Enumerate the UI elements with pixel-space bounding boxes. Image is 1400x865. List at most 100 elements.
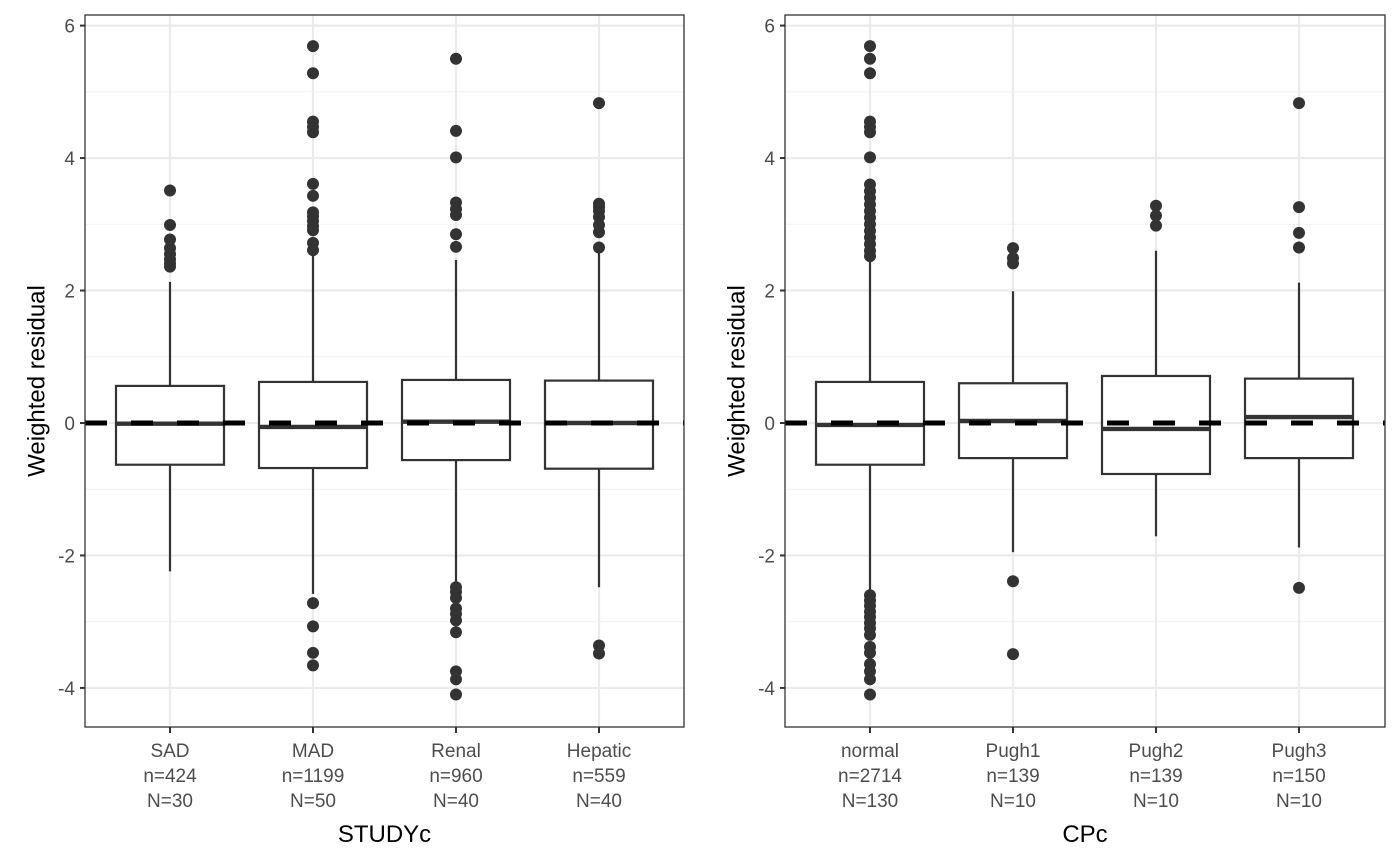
outlier-point bbox=[593, 97, 605, 110]
x-tick-label-n-label: N=30 bbox=[147, 791, 193, 812]
outlier-point bbox=[1007, 648, 1019, 661]
outlier-point bbox=[450, 228, 462, 241]
y-tick-label: 0 bbox=[764, 414, 775, 435]
box-normal bbox=[814, 40, 926, 701]
x-tick-label-label: SAD bbox=[150, 741, 189, 762]
x-tick-label-n-label: n=1199 bbox=[282, 766, 345, 787]
y-tick-label: 4 bbox=[764, 149, 775, 170]
outlier-point bbox=[864, 67, 876, 80]
outlier-point bbox=[450, 688, 462, 701]
outlier-point bbox=[307, 224, 319, 237]
x-tick-label-n-label: N=130 bbox=[842, 791, 899, 812]
outlier-point bbox=[864, 688, 876, 701]
outlier-point bbox=[864, 52, 876, 65]
outlier-point bbox=[1293, 581, 1305, 594]
outlier-point bbox=[307, 177, 319, 190]
y-tick-label: 2 bbox=[64, 282, 75, 303]
y-tick-label: -4 bbox=[758, 679, 775, 700]
outlier-point bbox=[307, 597, 319, 610]
x-tick-label-n-label: n=2714 bbox=[838, 766, 902, 787]
outlier-point bbox=[307, 620, 319, 633]
x-tick-label-label: Pugh2 bbox=[1129, 741, 1184, 762]
x-tick-label-n-label: N=40 bbox=[576, 791, 622, 812]
outlier-point bbox=[864, 673, 876, 686]
outlier-point bbox=[307, 40, 319, 53]
outlier-point bbox=[1293, 97, 1305, 110]
outlier-point bbox=[450, 673, 462, 686]
x-tick-label-n-label: N=10 bbox=[1276, 791, 1322, 812]
outlier-point bbox=[450, 626, 462, 639]
outlier-point bbox=[450, 209, 462, 222]
outlier-point bbox=[450, 614, 462, 627]
panel-cpc: -4 -2 0 2 4 6 normal n=2714 N=130 Pugh1 n=139 N=10… bbox=[723, 14, 1386, 848]
outlier-point bbox=[307, 126, 319, 139]
x-tick-label-n-label: N=40 bbox=[433, 791, 479, 812]
grid-lines bbox=[85, 15, 684, 727]
outlier-point bbox=[864, 250, 876, 263]
outlier-point bbox=[864, 126, 876, 139]
outlier-point bbox=[593, 241, 605, 254]
x-tick-label-n-label: n=424 bbox=[143, 766, 197, 787]
box-renal bbox=[400, 52, 512, 701]
outlier-point bbox=[1293, 201, 1305, 214]
x-tick-label-label: Pugh1 bbox=[986, 741, 1041, 762]
panel-border bbox=[84, 14, 685, 728]
y-axis-ticks: -4 -2 0 2 4 6 bbox=[58, 17, 85, 700]
outlier-point bbox=[593, 647, 605, 660]
y-tick-label: 6 bbox=[764, 17, 775, 38]
outlier-point bbox=[1150, 219, 1162, 232]
outlier-point bbox=[1007, 575, 1019, 588]
x-tick-label-n-label: N=10 bbox=[1133, 791, 1179, 812]
outlier-point bbox=[450, 591, 462, 604]
outlier-point bbox=[164, 184, 176, 197]
x-axis-title: STUDYc bbox=[338, 821, 431, 848]
outlier-point bbox=[164, 233, 176, 246]
y-axis-title: Weighted residual bbox=[23, 285, 50, 477]
x-tick-label-label: Renal bbox=[431, 741, 481, 762]
outlier-point bbox=[864, 646, 876, 659]
outlier-point bbox=[450, 52, 462, 65]
box-sad bbox=[114, 184, 226, 572]
outlier-point bbox=[593, 226, 605, 239]
outlier-point bbox=[164, 260, 176, 273]
outlier-point bbox=[450, 151, 462, 164]
y-axis-ticks: -4 -2 0 2 4 6 bbox=[758, 17, 785, 700]
outlier-point bbox=[164, 218, 176, 231]
outlier-point bbox=[1007, 257, 1019, 270]
outlier-point bbox=[1007, 242, 1019, 255]
y-tick-label: 6 bbox=[64, 17, 75, 38]
outlier-point bbox=[450, 240, 462, 253]
y-tick-label: 0 bbox=[64, 414, 75, 435]
x-tick-label-n-label: N=10 bbox=[990, 791, 1036, 812]
x-axis-ticks: normal n=2714 N=130 Pugh1 n=139 N=10 Pugh2 n=13… bbox=[838, 727, 1326, 812]
panel-studyc: -4 -2 0 2 4 6 SAD n=424 N=30 MAD n=1199 N=50 Renal n… bbox=[23, 14, 685, 848]
outlier-point bbox=[307, 659, 319, 672]
outlier-point bbox=[450, 124, 462, 137]
outlier-point bbox=[307, 244, 319, 257]
y-tick-label: -4 bbox=[58, 679, 75, 700]
outlier-point bbox=[307, 646, 319, 659]
outlier-point bbox=[1293, 226, 1305, 239]
x-tick-label-n-label: n=139 bbox=[986, 766, 1039, 787]
outlier-point bbox=[864, 40, 876, 53]
x-axis-ticks: SAD n=424 N=30 MAD n=1199 N=50 Renal n=960 N=40 H… bbox=[143, 727, 631, 812]
y-tick-label: -2 bbox=[758, 546, 775, 567]
outlier-point bbox=[307, 67, 319, 80]
x-tick-label-label: Hepatic bbox=[567, 741, 631, 762]
boxes-group bbox=[114, 40, 655, 701]
y-tick-label: 4 bbox=[64, 149, 75, 170]
x-tick-label-n-label: n=139 bbox=[1129, 766, 1182, 787]
panel-border bbox=[784, 14, 1386, 728]
outlier-point bbox=[1150, 199, 1162, 212]
x-tick-label-n-label: n=960 bbox=[429, 766, 482, 787]
box-pugh3 bbox=[1243, 97, 1355, 594]
y-axis-title: Weighted residual bbox=[723, 285, 750, 477]
outlier-point bbox=[307, 189, 319, 202]
outlier-point bbox=[1293, 241, 1305, 254]
x-tick-label-n-label: N=50 bbox=[290, 791, 336, 812]
box-mad bbox=[257, 40, 369, 672]
outlier-point bbox=[1150, 209, 1162, 222]
x-axis-title: CPc bbox=[1062, 821, 1107, 848]
y-tick-label: 2 bbox=[764, 282, 775, 303]
